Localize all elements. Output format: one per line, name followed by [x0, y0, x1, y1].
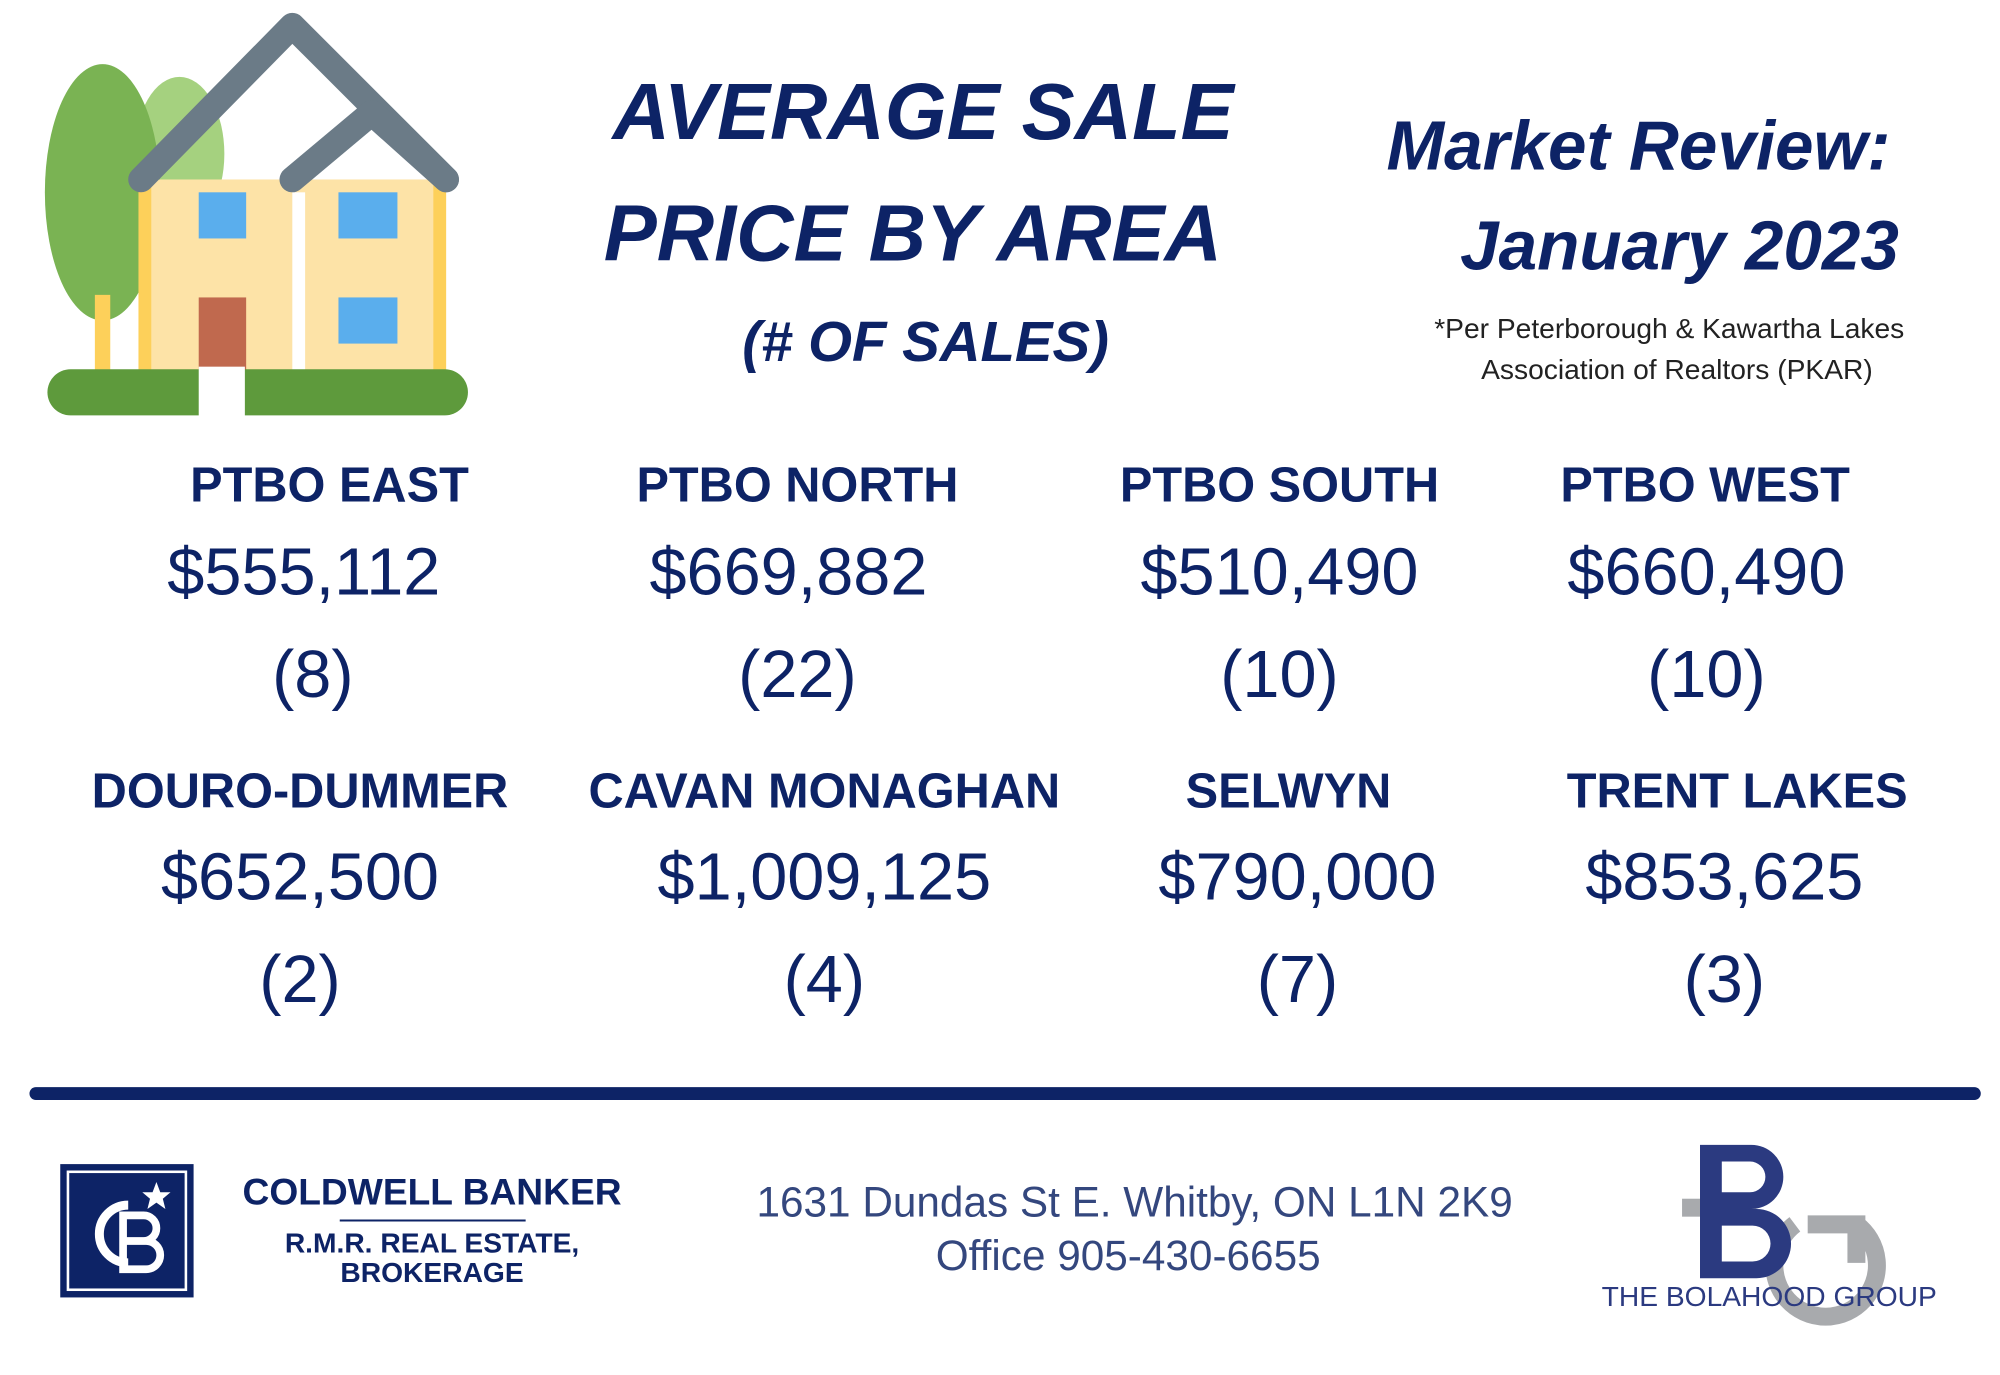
area-price: $853,625 [1585, 841, 1863, 915]
cb-logo [60, 1164, 194, 1298]
area-sales: (3) [1684, 943, 1765, 1017]
review-heading: January 2023 [1460, 207, 1899, 285]
area-price: $1,009,125 [658, 841, 992, 915]
brokerage-name: COLDWELL BANKER [242, 1171, 621, 1213]
phone: Office 905-430-6655 [936, 1232, 1321, 1279]
area-name: TRENT LAKES [1567, 765, 1908, 819]
area-name: PTBO WEST [1560, 458, 1850, 512]
area-sales: (2) [259, 943, 340, 1017]
brokerage-name: R.M.R. REAL ESTATE, [285, 1226, 579, 1258]
brokerage-name: BROKERAGE [340, 1256, 523, 1288]
review-heading: Market Review: [1386, 107, 1890, 185]
area-price: $555,112 [167, 536, 440, 610]
area-name: CAVAN MONAGHAN [589, 765, 1061, 819]
area-sales: (8) [272, 638, 353, 712]
area-name: DOURO-DUMMER [92, 765, 509, 819]
title: AVERAGE SALE [611, 67, 1236, 156]
area-name: PTBO EAST [190, 458, 469, 512]
area-sales: (4) [784, 943, 865, 1017]
divider [29, 1087, 1981, 1100]
address: 1631 Dundas St E. Whitby, ON L1N 2K9 [756, 1178, 1512, 1225]
subtitle: (# OF SALES) [742, 310, 1109, 373]
area-price: $510,490 [1140, 536, 1418, 610]
source-note: *Per Peterborough & Kawartha Lakes [1434, 312, 1904, 344]
area-name: PTBO NORTH [636, 458, 958, 512]
area-name: PTBO SOUTH [1120, 458, 1439, 512]
title: PRICE BY AREA [604, 189, 1222, 278]
area-price: $669,882 [649, 536, 927, 610]
area-sales: (10) [1220, 638, 1339, 712]
area-price: $660,490 [1567, 536, 1845, 610]
area-sales: (10) [1647, 638, 1766, 712]
area-sales: (7) [1257, 943, 1338, 1017]
house-illustration [44, 12, 468, 418]
area-name: SELWYN [1186, 765, 1392, 819]
area-sales: (22) [738, 638, 857, 712]
source-note: Association of Realtors (PKAR) [1481, 353, 1873, 385]
area-price: $790,000 [1158, 841, 1436, 915]
area-price: $652,500 [161, 841, 439, 915]
bg-logo [1682, 1144, 1886, 1326]
area-grid: PTBO EAST $555,112 (8) PTBO NORTH $669,882 (2… [92, 458, 1908, 1017]
group-name: THE BOLAHOOD GROUP [1602, 1280, 1937, 1312]
